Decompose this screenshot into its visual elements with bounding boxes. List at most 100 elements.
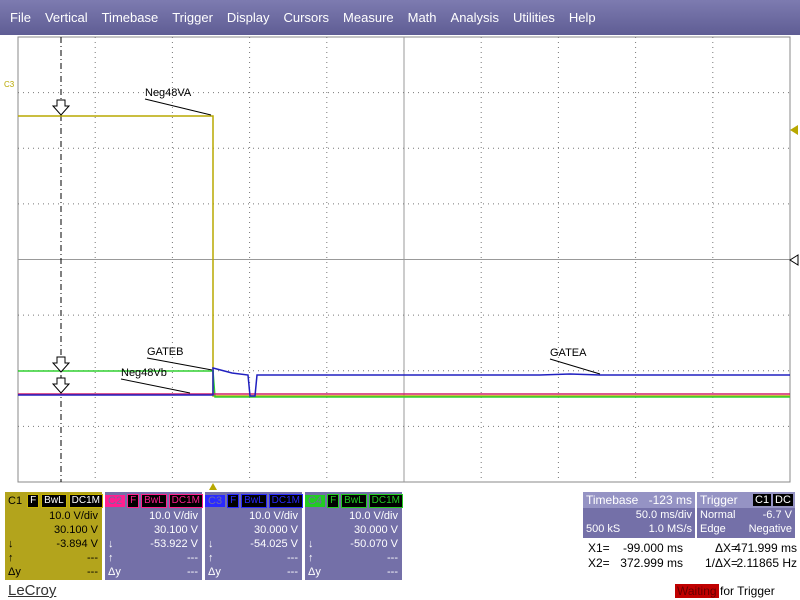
offset: 30.000 V [353,524,398,536]
volts-per-div: 10.0 V/div [49,510,98,522]
label-leader [549,358,601,375]
cursor-label: X1= [588,541,610,555]
offset: 30.100 V [53,524,98,536]
channel-name: C1 [8,495,23,507]
menu-item[interactable]: Timebase [101,10,159,25]
menu-item[interactable]: Trigger [172,10,213,25]
brand: LeCroy [8,582,57,599]
cursor-value: -53.922 V [150,538,198,550]
trace-label: Neg48VA [145,87,192,99]
menu-item[interactable]: Cursors [283,10,330,25]
trigger-coupling: DC [773,494,793,506]
trigger-level-marker [790,125,798,135]
cursor-delta-label: ΔX= [714,541,738,555]
channel-marker: C3 [4,80,15,89]
grid [18,37,790,482]
trigger-mode: Normal [700,509,736,521]
cursor-symbol: ↓ [308,538,314,550]
cursor-value: --- [187,552,198,564]
channel-box[interactable]: C3 F BwL DC1M 10.0 V/div 30.000 V ↓ -54.025 V ↑ -… [205,492,303,580]
channel-flag: BwL [41,494,67,508]
menu-item[interactable]: Help [568,10,596,25]
trigger-slope: Negative [748,523,792,535]
label-leader [144,98,212,116]
channel-box[interactable]: C4 F BwL DC1M 10.0 V/div 30.000 V ↓ -50.070 V ↑ -… [305,492,403,580]
cursor-value: --- [387,566,398,578]
cursor-value: --- [187,566,198,578]
trigger-level: -6.7 V [762,509,792,521]
menu-item[interactable]: Utilities [512,10,555,25]
menu-item[interactable]: Vertical [44,10,88,25]
cursor-symbol: Δy [208,566,221,578]
trace-label: GATEB [147,346,184,358]
volts-per-div: 10.0 V/div [149,510,198,522]
channel-box[interactable]: C1 F BwL DC1M 10.0 V/div 30.100 V ↓ -3.894 V ↑ --… [5,492,103,580]
channel-flag: DC1M [68,494,103,508]
trace-label: GATEA [550,347,587,359]
cursor-symbol: ↑ [208,552,214,564]
offset-marker [789,254,799,266]
cursor-delta: 471.999 ms [734,541,797,555]
volts-per-div: 10.0 V/div [249,510,298,522]
cursor-value: --- [87,566,98,578]
trace-label: Neg48Vb [121,367,167,379]
status-text: for Trigger [720,584,775,598]
cursor-symbol: ↑ [8,552,14,564]
menu-item[interactable]: Analysis [450,10,499,25]
channel-flag: DC1M [268,494,303,508]
channel-flag: F [227,494,240,508]
cursor-delta: 2.11865 Hz [736,556,798,570]
trigger-type: Edge [700,523,726,535]
cursor-value: -3.894 V [56,538,98,550]
menu-item[interactable]: File [10,10,31,25]
menu-bar: File Vertical Timebase Trigger Display Cursor… [0,0,800,35]
channel-name: C4 [305,495,326,507]
channel-flag: F [127,494,140,508]
cursor-value: --- [87,552,98,564]
channel-header: C2 F BwL DC1M [105,494,203,508]
cursor-value: -54.025 V [250,538,298,550]
timebase-rate: 1.0 MS/s [648,523,692,535]
channel-header: C3 F BwL DC1M [205,494,303,508]
timebase-samples: 500 kS [586,523,621,535]
cursor-value: --- [387,552,398,564]
cursor-symbol: ↓ [208,538,214,550]
menu-item[interactable]: Display [226,10,270,25]
menu-item[interactable]: Measure [343,10,394,25]
trace-c1 [18,115,790,397]
trigger-box[interactable]: Trigger C1 DC Normal -6.7 V Edge Negative [697,492,795,538]
channel-header: C1 F BwL DC1M [5,494,103,508]
offset: 30.000 V [253,524,298,536]
trigger-time-marker [209,483,217,490]
channel-flag: F [327,494,340,508]
status-state: Waiting [675,584,719,598]
cursor-value: -99.000 ms [622,541,683,555]
channel-header: C4 F BwL DC1M [305,494,403,508]
channel-box[interactable]: C2 F BwL DC1M 10.0 V/div 30.100 V ↓ -53.922 V ↑ -… [105,492,203,580]
timebase-delay: -123 ms [648,493,692,507]
channel-flag: DC1M [168,494,203,508]
timebase-box[interactable]: Timebase -123 ms 50.0 ms/div 500 kS 1.0 MS/s [583,492,695,538]
cursor-label: X2= [588,556,610,570]
cursor-symbol: Δy [108,566,121,578]
trace-c3 [18,367,790,397]
cursor-symbol: ↑ [308,552,314,564]
menu-item[interactable]: Math [407,10,437,25]
trigger-source: C1 [753,494,772,506]
channel-name: C2 [105,495,126,507]
channel-flag: F [27,494,40,508]
channel-flag: BwL [241,494,267,508]
cursor-symbol: Δy [308,566,321,578]
cursor-marker [51,99,71,116]
timebase-scale: 50.0 ms/div [635,509,692,521]
cursor-symbol: ↓ [108,538,114,550]
cursor-value: --- [287,566,298,578]
volts-per-div: 10.0 V/div [349,510,398,522]
offset: 30.100 V [153,524,198,536]
channel-flag: DC1M [368,494,403,508]
label-leader [146,357,213,371]
channel-flag: BwL [341,494,367,508]
trigger-label: Trigger [700,493,738,507]
